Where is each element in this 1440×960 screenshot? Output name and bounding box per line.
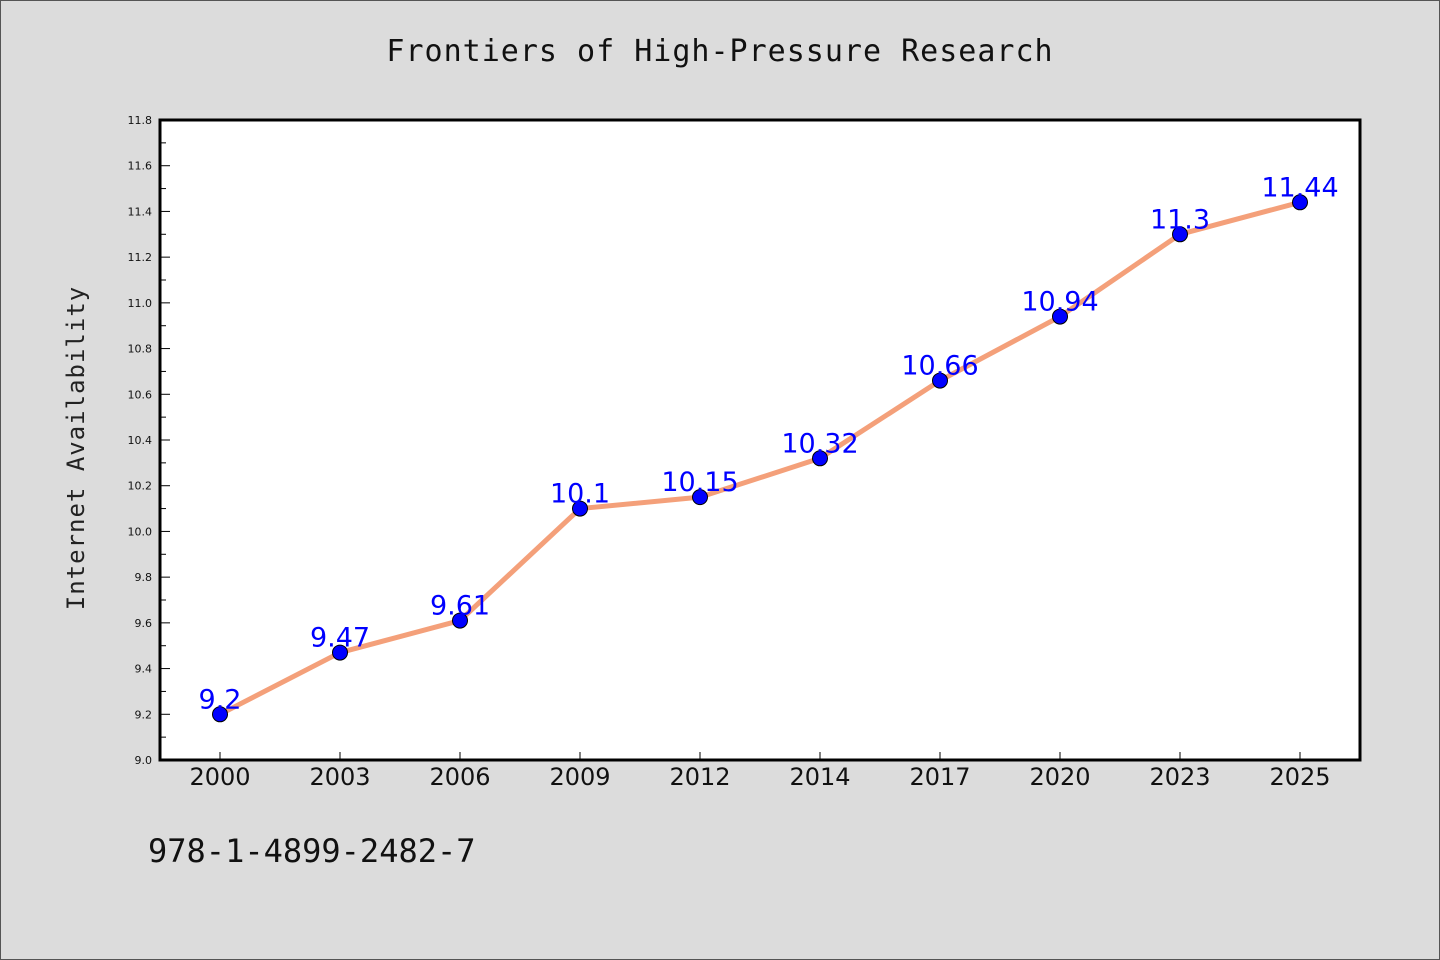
data-point bbox=[1052, 308, 1068, 325]
x-tick-label: 2023 bbox=[1149, 763, 1210, 791]
series-line bbox=[217, 199, 1303, 717]
data-label: 10.32 bbox=[781, 428, 858, 459]
data-label: 9.61 bbox=[430, 591, 490, 622]
data-point bbox=[572, 500, 588, 517]
data-point bbox=[212, 706, 228, 723]
data-label: 9.47 bbox=[310, 623, 370, 654]
data-label: 10.1 bbox=[550, 479, 610, 510]
x-tick-label: 2014 bbox=[789, 763, 850, 791]
y-tick-label: 11.4 bbox=[128, 205, 153, 218]
x-tick-label: 2000 bbox=[189, 763, 250, 791]
x-tick-label: 2006 bbox=[429, 763, 490, 791]
y-tick-label: 10.4 bbox=[128, 434, 153, 447]
y-tick-label: 10.0 bbox=[128, 525, 153, 538]
data-label: 10.15 bbox=[661, 467, 738, 498]
data-label: 9.2 bbox=[199, 684, 242, 715]
data-label: 10.94 bbox=[1021, 287, 1098, 318]
x-tick-label: 2012 bbox=[669, 763, 730, 791]
isbn-text: 978-1-4899-2482-7 bbox=[148, 832, 476, 870]
y-tick-label: 10.2 bbox=[128, 480, 153, 493]
y-tick-label: 9.6 bbox=[135, 617, 153, 630]
x-tick-label: 2003 bbox=[309, 763, 370, 791]
y-tick-label: 11.8 bbox=[128, 114, 153, 127]
data-label: 11.3 bbox=[1150, 204, 1210, 235]
data-point bbox=[692, 489, 708, 506]
data-point bbox=[332, 644, 348, 661]
plot-frame bbox=[158, 118, 1362, 762]
x-tick-label: 2017 bbox=[909, 763, 970, 791]
data-point bbox=[812, 450, 828, 467]
y-tick-label: 9.4 bbox=[135, 663, 153, 676]
y-tick-label: 9.0 bbox=[135, 754, 153, 767]
y-tick-label: 11.2 bbox=[128, 251, 153, 264]
chart-title: Frontiers of High-Pressure Research bbox=[386, 34, 1054, 69]
y-tick-label: 9.2 bbox=[135, 708, 153, 721]
x-tick-label: 2025 bbox=[1269, 763, 1330, 791]
y-tick-label: 10.8 bbox=[128, 343, 153, 356]
y-tick-label: 9.8 bbox=[135, 571, 153, 584]
data-point bbox=[452, 612, 468, 629]
data-point bbox=[932, 372, 948, 389]
data-label: 11.44 bbox=[1261, 172, 1338, 203]
y-tick-label: 10.6 bbox=[128, 388, 153, 401]
data-point bbox=[1172, 226, 1188, 243]
y-tick-label: 11.6 bbox=[128, 160, 153, 173]
y-tick-label: 11.0 bbox=[128, 297, 153, 310]
data-point bbox=[1292, 194, 1308, 211]
data-label: 10.66 bbox=[901, 351, 978, 382]
x-tick-label: 2009 bbox=[549, 763, 610, 791]
x-tick-label: 2020 bbox=[1029, 763, 1090, 791]
